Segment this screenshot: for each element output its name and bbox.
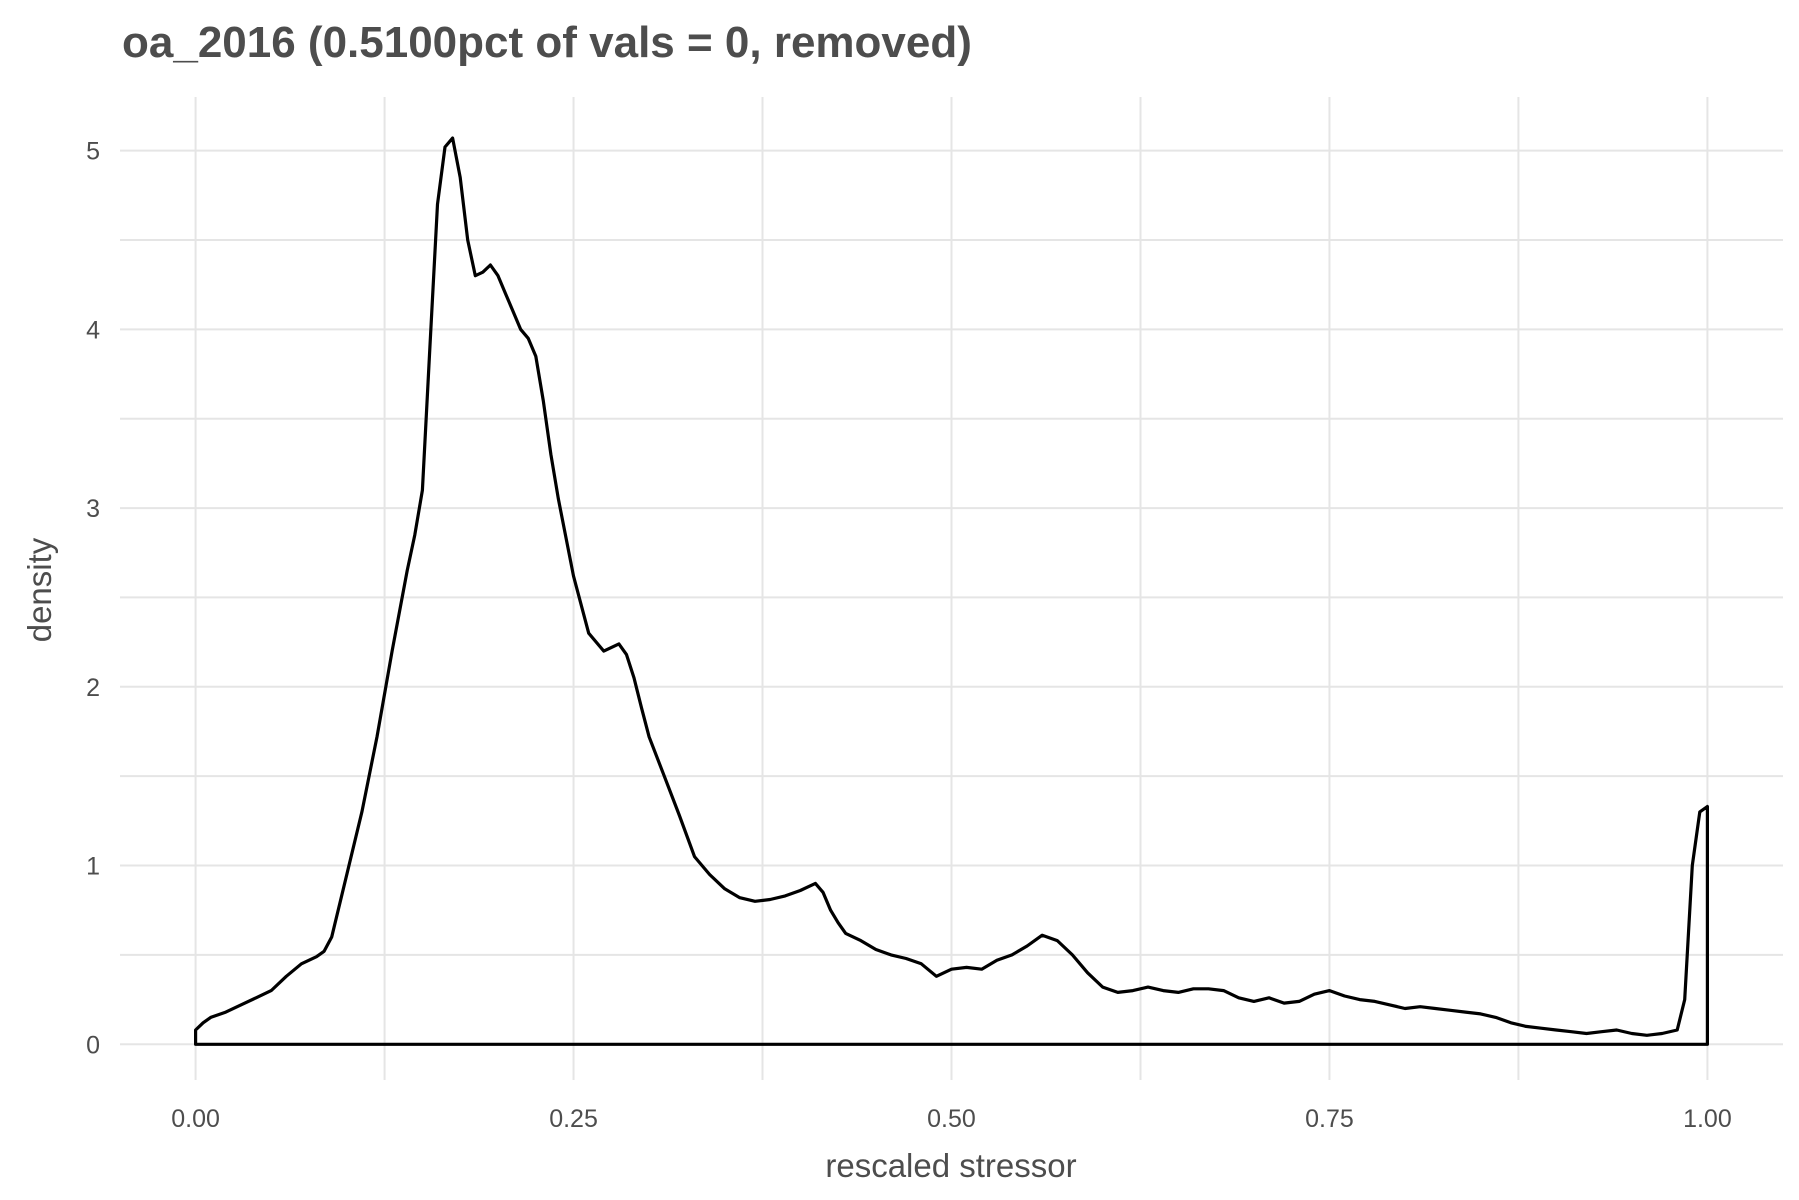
y-axis-title: density	[21, 537, 58, 642]
x-tick-label: 0.25	[549, 1105, 598, 1133]
x-tick-label: 0.75	[1305, 1105, 1354, 1133]
y-tick-label: 3	[86, 495, 100, 523]
x-axis-ticks: 0.00 0.25 0.50 0.75 1.00	[171, 1105, 1731, 1133]
y-axis-ticks: 0 1 2 3 4 5	[86, 138, 100, 1060]
y-tick-label: 5	[86, 138, 100, 166]
chart-title: oa_2016 (0.5100pct of vals = 0, removed)	[122, 18, 972, 67]
density-line	[194, 136, 1709, 1046]
x-axis-title: rescaled stressor	[825, 1147, 1076, 1184]
y-tick-label: 4	[86, 316, 100, 344]
x-tick-label: 0.50	[927, 1105, 976, 1133]
y-tick-label: 0	[86, 1031, 100, 1059]
x-tick-label: 1.00	[1683, 1105, 1732, 1133]
y-tick-label: 1	[86, 853, 100, 881]
x-tick-label: 0.00	[171, 1105, 220, 1133]
plot-area	[194, 136, 1709, 1046]
y-tick-label: 2	[86, 674, 100, 702]
